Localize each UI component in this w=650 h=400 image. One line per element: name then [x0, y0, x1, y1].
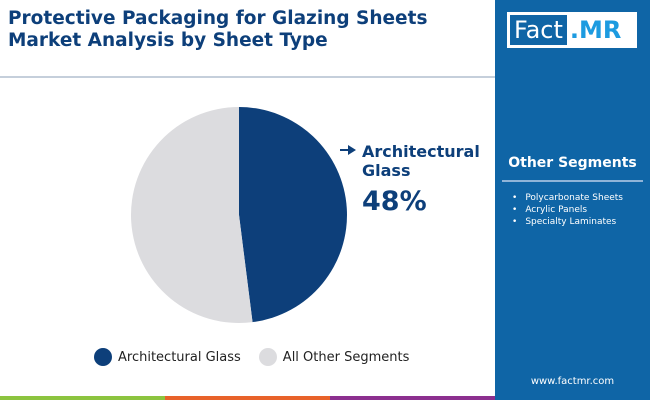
legend-label: All Other Segments [282, 349, 410, 365]
bar-green [0, 396, 165, 400]
factmr-logo: Fact .MR [507, 12, 637, 48]
legend-swatch [258, 348, 277, 366]
other-segments-heading: Other Segments [508, 155, 637, 171]
bar-purple [330, 396, 495, 400]
logo-text-mr: .MR [569, 16, 622, 44]
list-item: Specialty Laminates [512, 216, 623, 228]
list-item: Polycarbonate Sheets [512, 192, 623, 204]
list-item: Acrylic Panels [512, 204, 623, 216]
logo-text: Fact [510, 15, 567, 45]
divider [502, 180, 643, 182]
pie-chart [130, 107, 356, 324]
color-bar [0, 396, 495, 400]
website-url[interactable]: www.factmr.com [530, 376, 615, 387]
arrow-icon [348, 145, 356, 155]
pie-slice-architectural-glass [239, 107, 347, 323]
callout-label: Architectural Glass [362, 142, 480, 180]
divider [0, 76, 495, 78]
legend: Architectural Glass All Other Segments [94, 348, 427, 366]
pie-slice-all-other-segments [130, 107, 253, 324]
other-segments-list: Polycarbonate Sheets Acrylic Panels Spec… [512, 192, 623, 228]
legend-swatch [94, 348, 112, 366]
page-title: Protective Packaging for Glazing Sheets … [8, 8, 428, 51]
legend-item: All Other Segments [258, 348, 410, 366]
callout-value: 48% [362, 186, 427, 217]
legend-item: Architectural Glass [94, 348, 241, 366]
bar-orange [165, 396, 330, 400]
legend-label: Architectural Glass [118, 349, 241, 365]
